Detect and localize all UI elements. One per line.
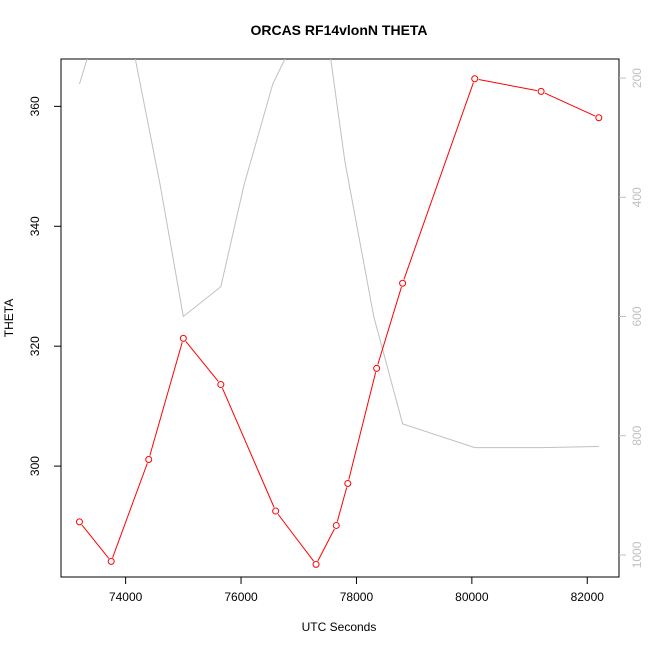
y-axis: 300 320 340 360: [28, 96, 61, 476]
theta-data-point: [399, 279, 407, 287]
y2-tick-label: 1000: [630, 541, 644, 568]
x-tick-label: 74000: [109, 590, 143, 604]
y2-tick-label: 400: [630, 187, 644, 207]
theta-data-point: [312, 560, 320, 568]
y-tick-label: 320: [28, 336, 42, 356]
y2-tick-label: 200: [630, 68, 644, 88]
x-tick-label: 78000: [340, 590, 374, 604]
theta-data-point: [537, 87, 545, 95]
theta-series-segment: [149, 342, 183, 456]
theta-data-point: [471, 75, 479, 83]
theta-data-point: [107, 557, 115, 565]
y2-tick-label: 800: [630, 425, 644, 445]
series-layer: [75, 59, 603, 568]
theta-data-point: [75, 518, 83, 526]
x-axis-label: UTC Seconds: [302, 620, 377, 634]
theta-data-point: [145, 455, 153, 463]
x-tick-label: 82000: [571, 590, 605, 604]
theta-series-segment: [317, 528, 335, 562]
y-tick-label: 360: [28, 96, 42, 116]
plot-frame: [60, 58, 620, 578]
theta-data-point: [217, 381, 225, 389]
theta-series-segment: [403, 82, 474, 280]
x-tick-label: 80000: [455, 590, 489, 604]
theta-series-segment: [112, 463, 148, 558]
theta-data-point: [373, 364, 381, 372]
theta-data-point: [272, 507, 280, 515]
theta-data-point: [344, 479, 352, 487]
theta-series-segment: [377, 286, 402, 365]
theta-series-segment: [277, 513, 315, 562]
theta-series-segment: [544, 92, 596, 117]
pressure-series-line: [78, 59, 599, 449]
theta-series-segment: [478, 79, 538, 92]
theta-data-point: [332, 521, 340, 529]
theta-series-segment: [221, 388, 275, 508]
chart-title: ORCAS RF14vlonN THETA: [250, 22, 427, 38]
y-tick-label: 340: [28, 216, 42, 236]
x-tick-label: 76000: [224, 590, 258, 604]
theta-series-segment: [185, 341, 219, 382]
secondary-y-axis: 200 400 600 800 1000: [619, 68, 644, 568]
theta-data-point: [179, 334, 187, 342]
y-axis-label: THETA: [2, 299, 16, 337]
theta-data-point: [595, 114, 603, 122]
y2-tick-label: 600: [630, 306, 644, 326]
x-axis: 74000 76000 78000 80000 82000: [109, 576, 605, 604]
theta-series-segment: [336, 487, 348, 522]
theta-series-segment: [81, 524, 110, 559]
theta-series-segment: [348, 372, 377, 480]
y-tick-label: 300: [28, 456, 42, 476]
